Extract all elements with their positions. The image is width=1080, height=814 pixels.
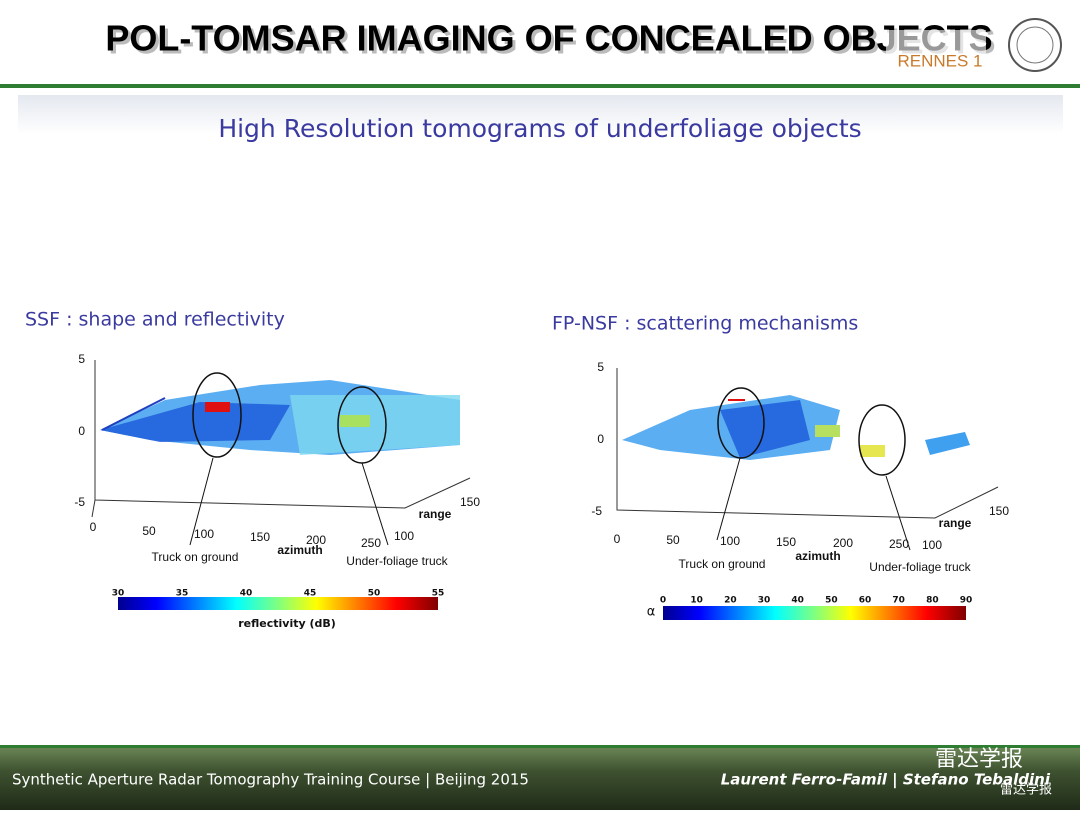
annotation: Truck on ground <box>679 557 766 571</box>
range-tick-label: 100 <box>394 529 414 543</box>
azimuth-tick-label: 250 <box>361 536 381 550</box>
azimuth-label: azimuth <box>277 543 322 557</box>
fpnsf-plot <box>616 368 999 620</box>
point-cloud-dense <box>100 402 290 442</box>
z-tick-label: 0 <box>597 432 604 446</box>
z-tick-label: -5 <box>591 504 602 518</box>
arrow <box>189 457 214 546</box>
colorbar-tick-label: 50 <box>368 589 381 599</box>
logo-seal-inner <box>1016 26 1054 64</box>
z-tick-label: 5 <box>78 352 85 366</box>
colorbar-tick-label: 90 <box>960 596 973 606</box>
header-rule <box>0 84 1080 88</box>
footer-authors: Laurent Ferro-Famil | Stefano Tebaldini <box>721 771 1051 790</box>
azimuth-tick-label: 50 <box>666 533 680 547</box>
azimuth-tick-label: 200 <box>833 536 853 550</box>
arrow <box>361 462 389 546</box>
colorbar-tick-label: 30 <box>112 589 125 599</box>
colorbar-tick-label: 20 <box>724 596 737 606</box>
z-tick-label: 5 <box>597 360 604 374</box>
arrow <box>716 457 741 541</box>
watermark-small: 雷达学报 <box>1000 782 1052 798</box>
colorbar-tick-label: 80 <box>926 596 939 606</box>
azimuth-tick-label: 50 <box>142 524 156 538</box>
z-tick-label: 0 <box>78 424 85 438</box>
colorbar-tick-label: 10 <box>690 596 703 606</box>
range-tick-label: 150 <box>460 495 480 509</box>
watermark: 雷达学报 <box>935 747 1023 772</box>
colorbar-tick-label: 55 <box>432 589 445 599</box>
colorbar-label: reflectivity (dB) <box>238 617 336 630</box>
colorbar-tick-label: 35 <box>176 589 189 599</box>
colorbar <box>118 597 438 610</box>
azimuth-tick-label: 100 <box>194 527 214 541</box>
warm-spot <box>860 445 885 457</box>
truck-ellipse <box>717 387 765 459</box>
range-tick-label: 150 <box>989 504 1009 518</box>
warm-spot <box>340 415 370 427</box>
truck-ellipse <box>192 372 242 458</box>
colorbar <box>663 606 966 620</box>
range-label: range <box>419 507 452 521</box>
colorbar-tick-label: 45 <box>304 589 317 599</box>
colorbar-tick-label: 70 <box>892 596 905 606</box>
azimuth-tick-label: 200 <box>306 533 326 547</box>
axis-frame <box>94 360 471 509</box>
azimuth-tick-label: 150 <box>250 530 270 544</box>
point-cloud-dense <box>720 400 810 458</box>
z-tick-label: -5 <box>74 495 85 509</box>
point-cloud <box>925 432 970 455</box>
point-cloud-light <box>290 395 460 455</box>
colorbar-tick-label: 30 <box>758 596 771 606</box>
azimuth-tick-label: 100 <box>720 534 740 548</box>
arrow <box>885 475 911 551</box>
footer-rule <box>0 745 1080 748</box>
footer-course: Synthetic Aperture Radar Tomography Trai… <box>12 771 529 789</box>
azimuth-tick-label: 250 <box>889 537 909 551</box>
logo-text: RENNES 1 <box>897 51 982 70</box>
colorbar-tick-label: 40 <box>240 589 253 599</box>
ssf-plot <box>91 360 471 610</box>
subtitle: High Resolution tomograms of underfoliag… <box>218 114 861 143</box>
annotation: Under-foliage truck <box>869 560 971 574</box>
panel-title: FP-NSF : scattering mechanisms <box>552 313 858 335</box>
slide-title: POL-TOMSAR IMAGING OF CONCEALED OBJECTS <box>105 18 992 59</box>
footer-band <box>0 745 1080 810</box>
azimuth-tick-label: 0 <box>90 520 97 534</box>
azimuth-tick-label: 0 <box>614 532 621 546</box>
truck-ellipse <box>858 404 906 476</box>
warm-spot <box>815 425 840 437</box>
logo-box <box>886 30 986 72</box>
panel-title: SSF : shape and reflectivity <box>25 309 285 331</box>
axis-base <box>91 499 96 518</box>
annotation: Truck on ground <box>152 550 239 564</box>
annotation: Under-foliage truck <box>346 554 448 568</box>
colorbar-tick-label: 40 <box>791 596 804 606</box>
colorbar-tick-label: 50 <box>825 596 838 606</box>
colorbar-tick-label: 60 <box>859 596 872 606</box>
title-shadow: POL-TOMSAR IMAGING OF CONCEALED OBJECTS <box>108 21 995 62</box>
azimuth-label: azimuth <box>795 549 840 563</box>
axis-frame <box>616 368 999 519</box>
colorbar-label: α <box>647 605 656 620</box>
cloud-edge <box>101 397 166 431</box>
range-tick-label: 100 <box>922 538 942 552</box>
range-label: range <box>939 516 972 530</box>
azimuth-tick-label: 150 <box>776 535 796 549</box>
colorbar-tick-label: 0 <box>660 596 666 606</box>
hot-spot <box>205 402 230 412</box>
